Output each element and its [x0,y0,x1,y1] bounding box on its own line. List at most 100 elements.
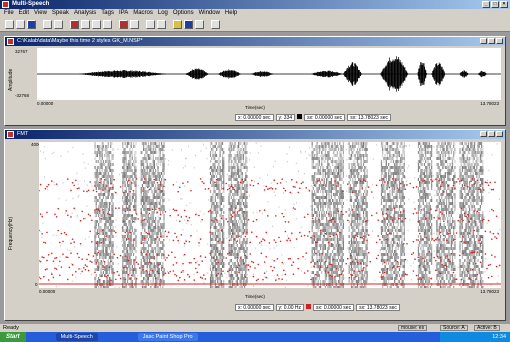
spectrogram-band [436,142,456,288]
waveform-selection-start: sx: 0.00000 sec [304,114,346,121]
forward-icon[interactable] [54,20,63,29]
waveform-x-end: 13.78023 [480,101,499,106]
waveform-segment [218,69,242,79]
menu-log[interactable]: Log [157,10,168,16]
black-marker-icon [297,114,303,119]
maximize-button[interactable]: □ [491,1,499,8]
status-active: Active: B [474,325,500,331]
menu-macros[interactable]: Macros [133,10,153,16]
open-file-icon[interactable] [16,20,25,29]
help-icon[interactable] [211,20,220,29]
stop-icon[interactable] [92,20,101,29]
fmt-x-end: 13.78023 [480,289,499,294]
menu-tags[interactable]: Tags [101,10,114,16]
waveform-segment [459,70,469,78]
waveform-window[interactable]: C:\Kalab\data\Maybe this time 2 styles G… [4,36,506,126]
waveform-title: C:\Kalab\data\Maybe this time 2 styles G… [17,38,143,44]
app-title-bar: Multi-Speech _ □ × [0,0,510,9]
formant-tracks [39,178,501,282]
formant-plot[interactable] [39,142,501,288]
waveform-segment [478,70,488,78]
waveform-x-axis-label: Time(sec) [245,105,265,110]
mdi-workspace: C:\Kalab\data\Maybe this time 2 styles G… [0,32,510,324]
fmt-cursor-x: x: 0.00000 sec [235,304,274,311]
toolbar [0,18,510,32]
spectrogram-band [122,142,137,288]
fmt-title-bar: FMT [5,130,505,139]
fmt-status: x: 0.00000 sec y: 0.00 Hz sx: 0.00000 se… [235,304,400,311]
waveform-y-bottom: -32768 [15,93,30,98]
window-icon [7,38,14,45]
spectrogram-band [140,142,165,288]
waveform-segment [431,62,446,86]
menu-ipa[interactable]: IPA [118,10,129,16]
spectrum-icon[interactable] [157,20,166,29]
fmt-window[interactable]: FMT Frequency(Hz) 4000 0 0.00000 13.7802… [4,129,506,321]
waveform-icon[interactable] [146,20,155,29]
waveform-minimize-button[interactable] [480,38,487,44]
tag-icon[interactable] [173,20,182,29]
window-icon [7,131,14,138]
fmt-selection-end: sx: 13.78023 sec [356,304,400,311]
red-marker-icon [306,304,312,309]
spectrogram-band [348,142,368,288]
spectrogram-band [417,142,433,288]
menu-help[interactable]: Help [224,10,238,16]
fmt-maximize-button[interactable] [488,131,495,137]
status-mouse: mouse: es [398,325,428,331]
waveform-cursor-y: y: 334 [275,114,296,121]
menu-analysis[interactable]: Analysis [73,10,97,16]
grid-icon[interactable] [195,20,204,29]
start-button[interactable]: Start [0,332,26,342]
taskbar: Start Multi-Speech Jasc Paint Shop Pro 1… [0,332,510,342]
zoom-icon[interactable] [130,20,139,29]
app-title: Multi-Speech [12,1,50,7]
spectrogram-band [459,142,484,288]
window-icon[interactable] [184,20,193,29]
new-file-icon[interactable] [5,20,14,29]
spectrogram-band [380,142,405,288]
menu-options[interactable]: Options [172,10,194,16]
waveform-cursor-x: x: 0.00000 sec [235,114,274,121]
spectrogram-band [209,142,225,288]
system-tray-clock: 12:34 [440,332,510,342]
fmt-selection-start: sx: 0.00000 sec [313,304,355,311]
edit-icon[interactable] [103,20,112,29]
speaker-icon[interactable] [119,20,128,29]
waveform-y-axis-label: Amplitude [8,68,14,91]
waveform-title-bar: C:\Kalab\data\Maybe this time 2 styles G… [5,37,505,46]
record-icon[interactable] [70,20,79,29]
save-icon[interactable] [27,20,36,29]
back-icon[interactable] [43,20,52,29]
waveform-selection-end: sx: 13.78023 sec [347,114,391,121]
fmt-x-start: 0.00000 [39,289,56,294]
spectrogram-noise [40,142,501,288]
close-button[interactable]: × [500,1,508,8]
fmt-y-axis-label: Frequency(Hz) [8,216,14,250]
menu-file[interactable]: File [4,10,14,16]
waveform-y-top: 32767 [15,49,28,54]
fmt-minimize-button[interactable] [480,131,487,137]
fmt-close-button[interactable] [496,131,503,137]
menu-view[interactable]: View [34,10,47,16]
waveform-plot[interactable] [37,48,501,100]
task-paint-shop-pro[interactable]: Jasc Paint Shop Pro [137,333,198,341]
menu-window[interactable]: Window [198,10,220,16]
task-multi-speech[interactable]: Multi-Speech [55,333,98,341]
waveform-segment [79,70,167,78]
waveform-close-button[interactable] [496,38,503,44]
waveform-segment [250,71,274,77]
waveform-segment [343,62,362,86]
waveform-maximize-button[interactable] [488,38,495,44]
waveform-status: x: 0.00000 sec y: 334 sx: 0.00000 sec sx… [235,114,391,121]
waveform-segment [311,70,344,78]
minimize-button[interactable]: _ [482,1,490,8]
menu-speak[interactable]: Speak [51,10,69,16]
status-ready: Ready [3,325,19,331]
play-icon[interactable] [81,20,90,29]
fmt-title: FMT [17,131,29,137]
waveform-segment [185,68,209,80]
menu-edit[interactable]: Edit [18,10,30,16]
fmt-y-top: 4000 [31,142,42,147]
app-status-bar: Ready mouse: es Source: A Active: B [0,324,510,332]
